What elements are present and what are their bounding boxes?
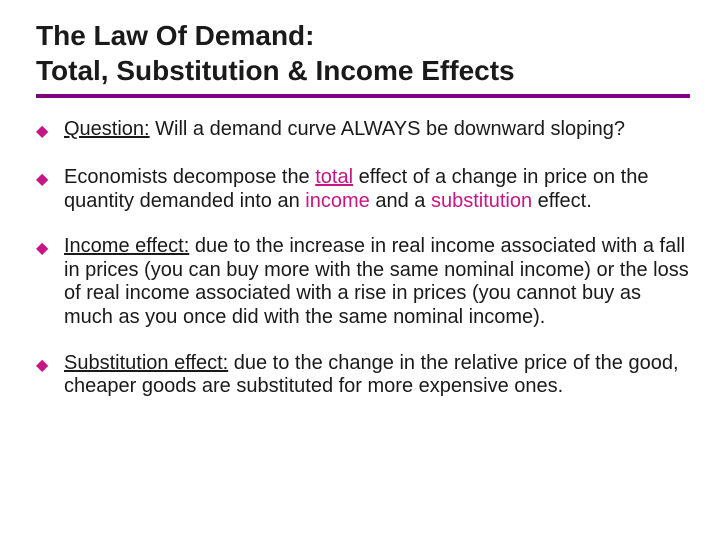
bullet-text: Economists decompose the total effect of… (64, 166, 690, 213)
bullet-item: ◆Economists decompose the total effect o… (36, 166, 690, 213)
diamond-bullet-icon: ◆ (36, 166, 64, 192)
bullet-item: ◆Question: Will a demand curve ALWAYS be… (36, 118, 690, 144)
bullet-item: ◆Substitution effect: due to the change … (36, 352, 690, 399)
bullet-item: ◆Income effect: due to the increase in r… (36, 235, 690, 329)
diamond-bullet-icon: ◆ (36, 118, 64, 144)
bullet-list: ◆Question: Will a demand curve ALWAYS be… (36, 118, 690, 399)
diamond-bullet-icon: ◆ (36, 235, 64, 261)
bullet-text: Question: Will a demand curve ALWAYS be … (64, 118, 690, 142)
bullet-text: Substitution effect: due to the change i… (64, 352, 690, 399)
bullet-text: Income effect: due to the increase in re… (64, 235, 690, 329)
diamond-bullet-icon: ◆ (36, 352, 64, 378)
title-line-2: Total, Substitution & Income Effects (36, 55, 515, 86)
title-line-1: The Law Of Demand: (36, 20, 314, 51)
slide-title: The Law Of Demand: Total, Substitution &… (36, 18, 690, 98)
